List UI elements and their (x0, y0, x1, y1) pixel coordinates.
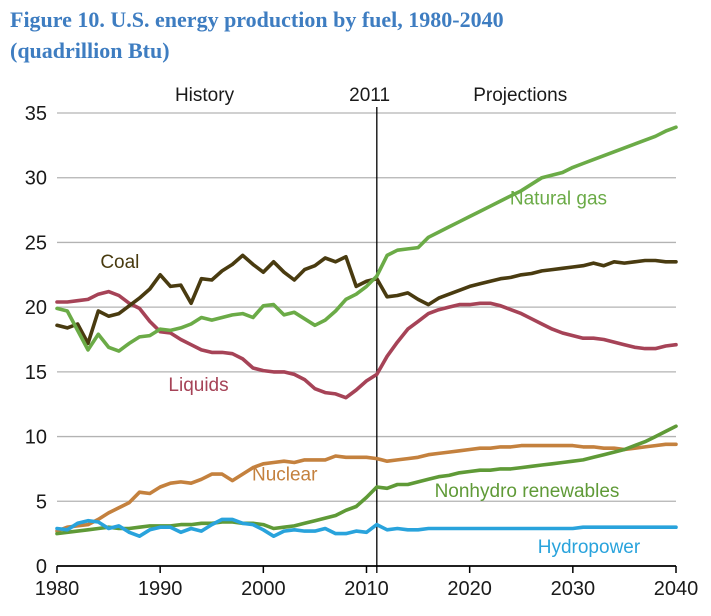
y-axis-label-0: 0 (36, 556, 47, 578)
zone-label-2011: 2011 (349, 85, 390, 106)
y-axis-label-35: 35 (25, 103, 47, 125)
series-line-coal (55, 253, 678, 346)
x-axis-label-1990: 1990 (138, 578, 183, 600)
y-axis-label-30: 30 (25, 168, 47, 190)
series-line-nuclear (55, 442, 678, 533)
figure-title: Figure 10. U.S. energy production by fue… (10, 4, 700, 66)
x-axis-label-2010: 2010 (344, 578, 389, 600)
series-label-liquids: Liquids (168, 375, 228, 396)
y-axis-label-10: 10 (25, 427, 47, 449)
y-axis-label-25: 25 (25, 232, 47, 254)
zone-label-history: History (175, 85, 235, 106)
series-line-liquids (55, 289, 678, 400)
series-label-coal: Coal (100, 252, 139, 273)
series-line-hydropower (55, 517, 678, 539)
figure-title-line2: (quadrillion Btu) (10, 38, 170, 64)
series-label-hydropower: Hydropower (538, 537, 641, 558)
x-axis-label-1980: 1980 (35, 578, 80, 600)
y-axis-label-20: 20 (25, 297, 47, 319)
zone-label-projections: Projections (473, 85, 567, 106)
figure-title-line1: Figure 10. U.S. energy production by fue… (10, 7, 504, 32)
series-line-natural-gas (55, 125, 678, 353)
y-axis-label-15: 15 (25, 362, 47, 384)
x-axis-label-2000: 2000 (241, 578, 286, 600)
series-label-natural-gas: Natural gas (510, 189, 607, 210)
x-axis-label-2020: 2020 (447, 578, 492, 600)
y-axis-label-5: 5 (36, 491, 47, 513)
series-label-nuclear: Nuclear (252, 464, 318, 485)
series-line-nonhydro-renewables (55, 424, 678, 536)
x-axis-label-2030: 2030 (551, 578, 596, 600)
series-label-nonhydro-renewables: Nonhydro renewables (435, 481, 620, 502)
x-axis-label-2040: 2040 (654, 578, 699, 600)
